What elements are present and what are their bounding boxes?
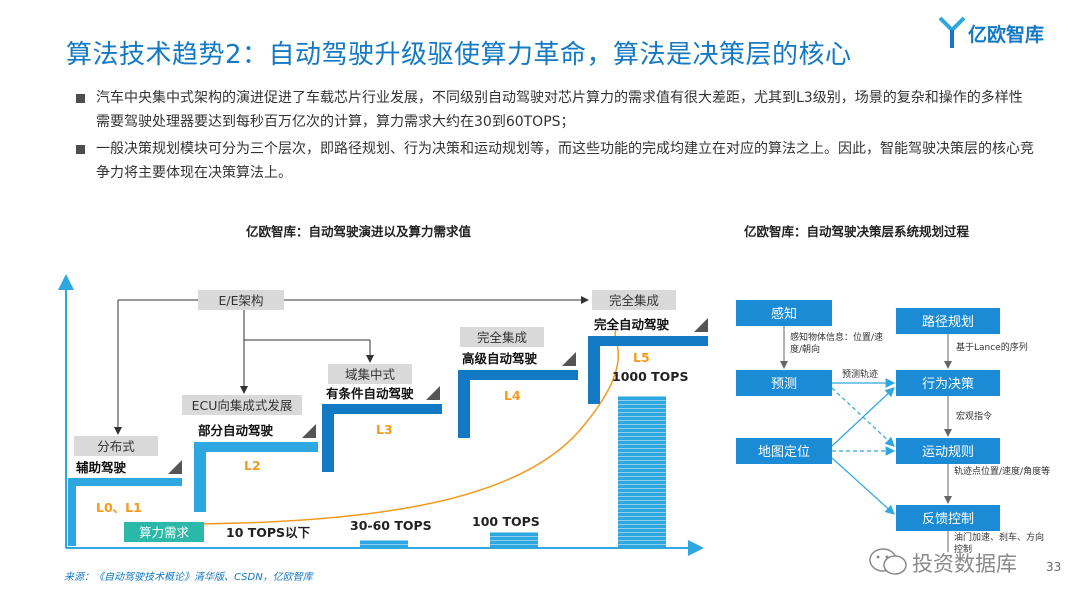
- arch-tag-integrated-2: [592, 290, 676, 310]
- power-curve: [195, 329, 619, 525]
- stage-step-l1: [68, 478, 182, 546]
- tops-label: 100 TOPS: [472, 514, 540, 529]
- edge-label-motion: 轨迹点位置/速度/角度等: [954, 467, 1050, 477]
- step-triangle: [694, 318, 708, 332]
- arch-label: 完全集成: [609, 293, 659, 308]
- tops-bar-l3: [360, 540, 408, 548]
- edge-localization-feedback: [831, 457, 895, 515]
- edge-label-prediction: 预测轨迹: [842, 368, 878, 380]
- logo-icon: [938, 16, 966, 48]
- arch-tag-integrated: [460, 327, 544, 347]
- node-behavior: [896, 370, 1000, 396]
- level-label: L2: [244, 458, 261, 473]
- node-localization: [736, 438, 832, 464]
- arch-tag-domain: [328, 364, 412, 384]
- edge-label-feedback: 油门加速、刹车、方向控制: [954, 533, 1044, 555]
- stage-name: 完全自动驾驶: [594, 317, 670, 332]
- stage-name: 部分自动驾驶: [198, 423, 274, 438]
- logo-text: 亿欧智库: [968, 24, 1045, 46]
- stage-step-l5: [588, 336, 708, 404]
- stage-name: 高级自动驾驶: [462, 351, 538, 366]
- arch-label: 完全集成: [477, 330, 527, 345]
- node-label: 反馈控制: [922, 512, 974, 527]
- source-note: 来源：《自动驾驶技术概论》清华版、CSDN，亿欧智库: [64, 572, 313, 583]
- node-label: 预测: [771, 377, 797, 392]
- step-triangle: [168, 460, 182, 474]
- ee-arch-tag: [198, 290, 284, 310]
- logo: 亿欧智库: [938, 16, 1058, 52]
- node-label: 地图定位: [758, 445, 810, 460]
- tops-label: 30-60 TOPS: [350, 518, 432, 533]
- step-triangle: [562, 352, 576, 366]
- ee-arch-label: E/E架构: [218, 293, 263, 308]
- arch-label: 分布式: [97, 439, 135, 454]
- edge-label-perception: 感知物体信息：位置/速度/朝向: [790, 333, 883, 355]
- node-motion: [896, 438, 1000, 464]
- wechat-icon: [869, 548, 907, 575]
- edge-label-behavior: 宏观指令: [956, 410, 992, 422]
- arch-tag-ecu: [182, 395, 302, 415]
- bullet-item: 汽车中央集中式架构的演进促进了车载芯片行业发展，不同级别自动驾驶对芯片算力的需求…: [74, 86, 1034, 134]
- node-path-planning: [896, 308, 1000, 334]
- stage-step-l3: [322, 404, 442, 472]
- bullet-item: 一般决策规划模块可分为三个层次，即路径规划、行为决策和运动规划等，而这些功能的完…: [74, 137, 1034, 185]
- node-label: 感知: [771, 306, 797, 322]
- power-demand-label: 算力需求: [139, 525, 190, 540]
- power-demand-tag: [124, 522, 204, 542]
- edge-label-path: 基于Lance的序列: [956, 341, 1028, 353]
- node-perception: [736, 300, 832, 326]
- step-triangle: [302, 424, 316, 438]
- tops-label: 1000 TOPS: [612, 369, 688, 384]
- stage-step-l2: [194, 442, 318, 512]
- node-label: 运动规则: [922, 445, 974, 460]
- watermark-text: 投资数据库: [912, 552, 1017, 576]
- left-diagram-subtitle: 亿欧智库：自动驾驶演进以及算力需求值: [246, 224, 472, 239]
- tops-bar-l5: [618, 396, 666, 548]
- node-label: 行为决策: [922, 376, 974, 392]
- level-label: L4: [504, 388, 521, 403]
- tops-label: 10 TOPS以下: [226, 525, 311, 540]
- stage-step-l4: [458, 370, 578, 438]
- bullet-list: 汽车中央集中式架构的演进促进了车载芯片行业发展，不同级别自动驾驶对芯片算力的需求…: [74, 86, 1034, 188]
- arch-label: ECU向集成式发展: [192, 398, 293, 413]
- node-prediction: [736, 370, 832, 396]
- stage-name: 有条件自动驾驶: [326, 386, 414, 401]
- node-feedback: [896, 505, 1000, 531]
- stage-name: 辅助驾驶: [76, 460, 127, 475]
- page-title: 算法技术趋势2：自动驾驶升级驱使算力革命，算法是决策层的核心: [66, 40, 852, 70]
- right-diagram-subtitle: 亿欧智库：自动驾驶决策层系统规划过程: [744, 224, 970, 239]
- level-label: L0、L1: [96, 500, 142, 515]
- page-number: 33: [1046, 560, 1062, 574]
- level-label: L3: [376, 422, 393, 437]
- arch-tag-distributed: [74, 436, 158, 456]
- edge-localization-behavior: [831, 387, 895, 447]
- node-label: 路径规划: [922, 314, 974, 330]
- level-label: L5: [633, 350, 650, 365]
- arch-label: 域集中式: [345, 367, 396, 382]
- tops-bar-l4: [490, 532, 538, 548]
- step-triangle: [426, 386, 440, 400]
